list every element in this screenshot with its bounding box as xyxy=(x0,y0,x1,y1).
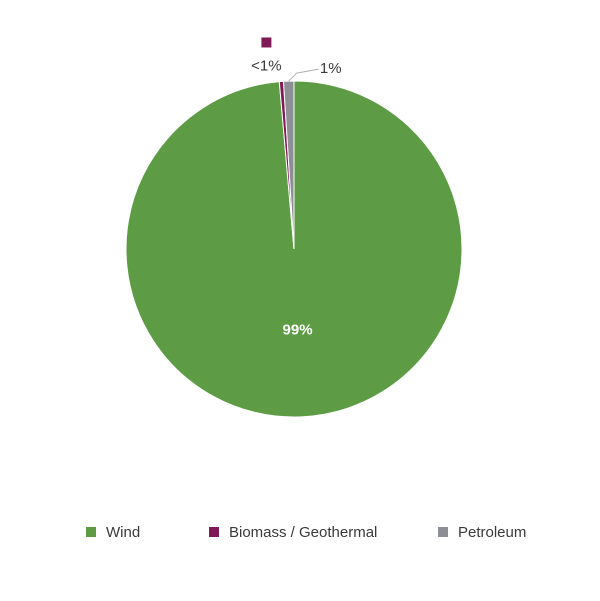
pie-slice-petroleum xyxy=(282,80,295,250)
legend-swatch-biomass-geothermal xyxy=(209,527,219,537)
legend-swatch-petroleum xyxy=(438,527,448,537)
legend-item-wind: Wind xyxy=(86,524,140,541)
data-label-marker-biomass-geothermal xyxy=(261,37,272,48)
legend-item-petroleum: Petroleum xyxy=(438,524,526,541)
data-label-wind: 99% xyxy=(283,322,313,339)
data-label-petroleum: 1% xyxy=(320,60,342,77)
pie-data-labels: 99% <1% 1% xyxy=(251,37,342,339)
legend-swatch-wind xyxy=(86,527,96,537)
pie-slices xyxy=(125,80,463,418)
legend: Wind Biomass / Geothermal Petroleum xyxy=(86,524,526,541)
legend-label-wind: Wind xyxy=(106,524,140,541)
data-label-biomass-geothermal: <1% xyxy=(251,57,281,74)
leader-line-petroleum xyxy=(288,68,319,82)
legend-label-petroleum: Petroleum xyxy=(458,524,526,541)
legend-label-biomass-geothermal: Biomass / Geothermal xyxy=(229,524,377,541)
legend-item-biomass-geothermal: Biomass / Geothermal xyxy=(209,524,377,541)
